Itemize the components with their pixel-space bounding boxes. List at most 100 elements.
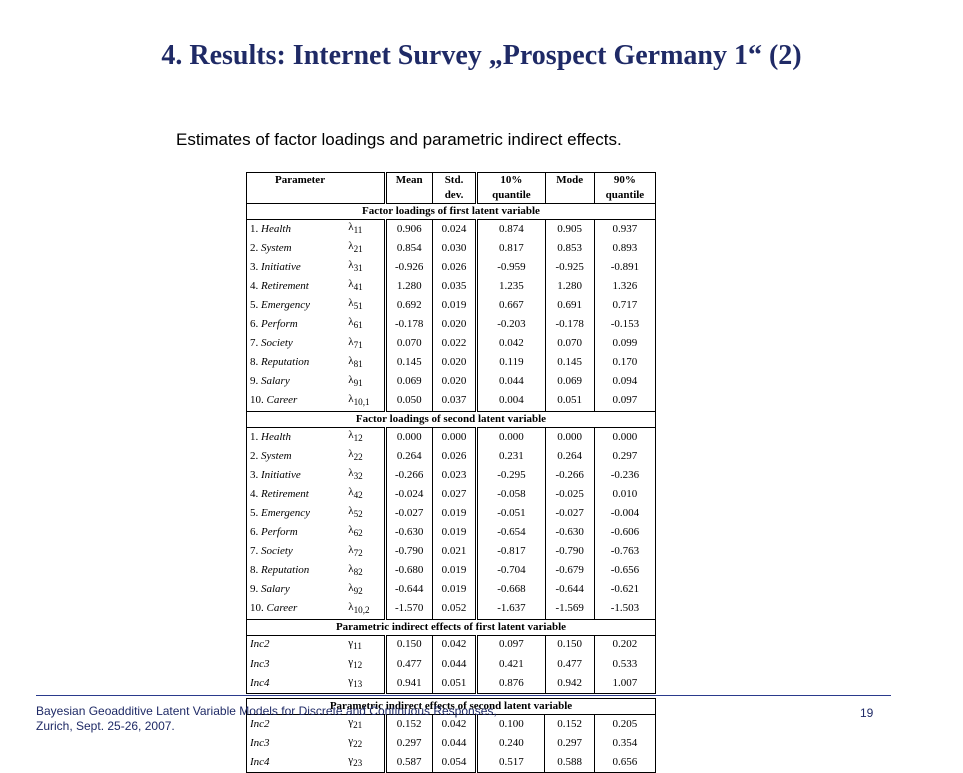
parameter-subscript: 72 — [353, 547, 363, 558]
mean-cell: -0.630 — [383, 523, 433, 543]
main-table: Parameter Mean Std. dev. 10% quantile Mode… — [246, 172, 656, 695]
variable-name: Retirement — [261, 487, 309, 500]
page-number: 19 — [860, 706, 874, 720]
parameter-name-cell: Inc2 — [247, 635, 346, 655]
std-dev-cell: 0.019 — [431, 504, 477, 524]
parameter-symbol-cell: λ92 — [345, 581, 385, 600]
mean-cell: 0.150 — [383, 635, 433, 655]
std-dev-cell: 0.020 — [431, 315, 477, 335]
quantile-10-cell: 0.874 — [475, 219, 545, 240]
std-dev-cell: 0.042 — [431, 714, 477, 735]
parameter-symbol-cell: λ21 — [345, 239, 385, 258]
quantile-90-cell: 0.099 — [593, 334, 656, 354]
mode-cell: -1.569 — [544, 599, 595, 620]
mode-cell: -0.266 — [544, 466, 595, 486]
quantile-10-cell: -0.817 — [475, 542, 545, 562]
header-mean: Mean — [383, 172, 433, 204]
mean-cell: -0.266 — [383, 466, 433, 486]
parameter-symbol: λ — [348, 240, 354, 253]
parameter-name-cell: Inc3 — [247, 655, 346, 674]
table-row: Inc2 γ11 0.150 0.042 0.097 0.150 0.202 — [247, 635, 656, 655]
parameter-symbol-cell: γ12 — [345, 655, 385, 674]
parameter-symbol-cell: γ23 — [345, 753, 385, 773]
parameter-subscript: 42 — [353, 490, 363, 501]
variable-name: Society — [261, 337, 293, 350]
parameter-name-cell: 9. Salary — [247, 373, 346, 392]
quantile-10-cell: 1.235 — [475, 277, 545, 297]
parameter-symbol: λ — [348, 543, 354, 556]
parameter-name-cell: 7. Society — [247, 543, 346, 562]
quantile-10-cell: 0.004 — [475, 391, 545, 412]
section-header-row: Parametric indirect effects of first lat… — [246, 618, 656, 636]
variable-name: Salary — [261, 375, 290, 388]
variable-name: Reputation — [261, 564, 310, 577]
std-dev-cell: 0.037 — [431, 391, 477, 412]
std-dev-cell: 0.030 — [431, 239, 477, 259]
std-dev-cell: 0.022 — [431, 334, 477, 354]
std-dev-cell: 0.020 — [431, 353, 477, 373]
std-dev-cell: 0.000 — [431, 427, 477, 448]
section-header-row: Factor loadings of first latent variable — [246, 203, 656, 220]
header-90-quantile: 90% quantile — [593, 172, 656, 204]
quantile-90-cell: -0.004 — [593, 504, 656, 524]
table-row: 1. Health λ11 0.906 0.024 0.874 0.905 0.937 — [247, 219, 656, 240]
variable-name: Perform — [261, 526, 298, 538]
quantile-90-cell: 0.097 — [593, 391, 656, 412]
mean-cell: 0.145 — [383, 353, 433, 373]
parameter-name-cell: 8. Reputation — [247, 354, 346, 373]
parameter-name-cell: 10. Career — [247, 600, 346, 620]
parameter-symbol-cell: λ91 — [345, 373, 385, 392]
quantile-90-cell: -0.236 — [593, 466, 656, 486]
parameter-symbol-cell: λ10,1 — [345, 392, 385, 412]
parameter-symbol-cell: λ10,2 — [345, 600, 385, 620]
parameter-name-cell: 5. Emergency — [247, 296, 346, 315]
parameter-name-cell: 2. System — [247, 239, 346, 258]
row-number: 10. — [250, 602, 264, 615]
mean-cell: 0.477 — [383, 654, 433, 675]
table-row: 10. Career λ10,2 -1.570 0.052 -1.637 -1.569 -1… — [247, 599, 656, 620]
section-title: Parametric indirect effects of first lat… — [246, 618, 656, 636]
row-number: 1. — [250, 430, 259, 443]
mode-cell: 0.145 — [544, 353, 595, 373]
parameter-symbol: λ — [348, 278, 354, 291]
quantile-90-cell: -0.606 — [593, 523, 656, 543]
mean-cell: 0.906 — [383, 219, 433, 240]
std-dev-cell: 0.024 — [431, 219, 477, 240]
parameter-symbol-cell: λ81 — [345, 354, 385, 373]
parameter-symbol: λ — [348, 600, 354, 613]
table-row: 9. Salary λ92 -0.644 0.019 -0.668 -0.644 -0.62… — [247, 580, 656, 600]
parameter-name-cell: 9. Salary — [247, 581, 346, 600]
row-number: 5. — [250, 298, 259, 311]
parameter-symbol: λ — [348, 448, 354, 461]
parameter-symbol-cell: λ41 — [345, 277, 385, 296]
parameter-subscript: 91 — [353, 377, 363, 388]
quantile-90-cell: -0.656 — [593, 561, 656, 581]
quantile-90-cell: -0.621 — [593, 580, 656, 600]
row-number: 3. — [250, 468, 259, 481]
std-dev-cell: 0.023 — [431, 466, 477, 486]
quantile-10-cell: 0.421 — [475, 654, 545, 675]
std-dev-cell: 0.051 — [431, 674, 477, 694]
parameter-subscript: 32 — [353, 471, 363, 482]
quantile-10-cell: -0.058 — [475, 485, 545, 505]
table-row: Inc2 γ21 0.152 0.042 0.100 0.152 0.205 — [247, 714, 656, 735]
table-row: 1. Health λ12 0.000 0.000 0.000 0.000 0.000 — [247, 427, 656, 448]
parameter-subscript: 31 — [353, 263, 363, 274]
parameter-symbol-cell: λ72 — [345, 543, 385, 562]
quantile-90-cell: 0.937 — [593, 219, 656, 240]
variable-name: Initiative — [261, 260, 301, 273]
std-dev-cell: 0.026 — [431, 258, 477, 278]
variable-name: Emergency — [261, 506, 311, 519]
mode-cell: -0.025 — [544, 485, 595, 505]
mode-cell: 0.069 — [544, 372, 595, 392]
parameter-name-cell: 6. Perform — [247, 315, 346, 334]
parameter-symbol-cell: λ32 — [345, 466, 385, 485]
std-dev-cell: 0.019 — [431, 561, 477, 581]
table-row: Inc3 γ22 0.297 0.044 0.240 0.297 0.354 — [247, 734, 656, 754]
table-row: 4. Retirement λ41 1.280 0.035 1.235 1.280 1.32… — [247, 277, 656, 297]
mode-cell: 0.070 — [544, 334, 595, 354]
parameter-symbol: λ — [348, 221, 354, 233]
parameter-subscript: 22 — [353, 739, 363, 750]
header-std-dev: Std. dev. — [431, 172, 477, 204]
parameter-symbol-cell: λ31 — [345, 258, 385, 277]
